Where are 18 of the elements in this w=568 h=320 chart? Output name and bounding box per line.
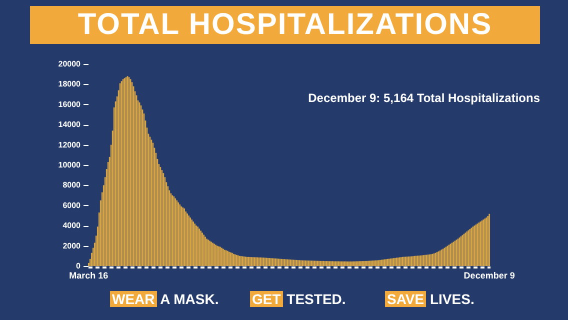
y-tick-label: 16000 [58, 100, 82, 109]
x-tick-label: December 9 [464, 270, 515, 280]
text: GET TESTED. [251, 290, 346, 309]
y-tick-label: 8000 [62, 180, 82, 190]
annotation: December 9: 5,164 Total Hospitalizations [308, 91, 540, 105]
x-tick-label: March 16 [69, 270, 108, 280]
y-tick-label: 4000 [62, 221, 82, 230]
chart-title: TOTAL HOSPITALIZATIONS [30, 6, 540, 44]
y-tick-label: 18000 [58, 80, 82, 89]
y-tick-label: 2000 [62, 241, 82, 250]
y-tick-label: 0 [76, 262, 82, 270]
y-tick-label: 20000 [58, 60, 82, 68]
y-tick-label: 6000 [62, 200, 82, 210]
y-tick-label: 12000 [58, 140, 82, 150]
text: SAVE LIVES. [386, 290, 474, 309]
y-tick-label: 14000 [58, 120, 82, 130]
y-tick-label: 10000 [58, 160, 82, 170]
text: WEAR A MASK. [111, 290, 219, 309]
